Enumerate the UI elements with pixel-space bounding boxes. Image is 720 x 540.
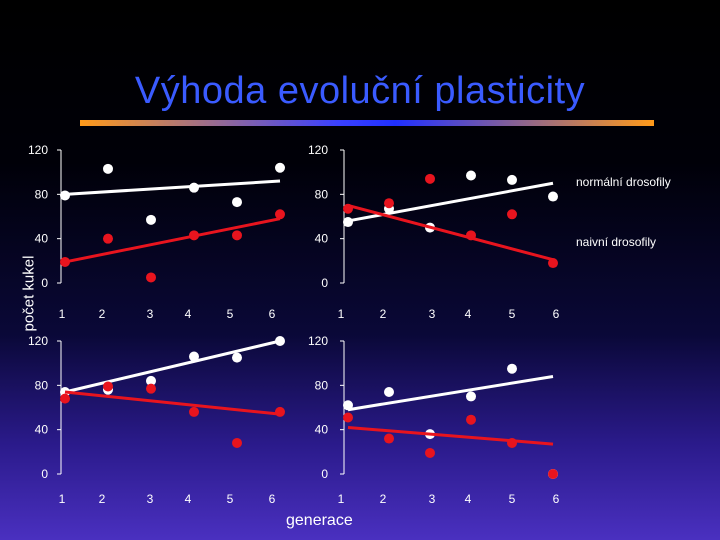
x-tick-label: 4 — [185, 492, 192, 506]
y-tick-label: 40 — [315, 423, 329, 437]
data-point-normal — [275, 162, 285, 173]
data-point-naive — [466, 414, 476, 425]
trend-line-normal — [64, 179, 281, 196]
trend-line-normal — [64, 339, 281, 394]
data-point-naive — [146, 383, 156, 394]
data-point-normal — [466, 391, 476, 402]
data-point-normal — [60, 190, 70, 201]
x-tick-label: 2 — [380, 492, 387, 506]
y-tick-label: 40 — [35, 232, 49, 246]
x-tick-label: 5 — [227, 492, 234, 506]
data-point-naive — [384, 433, 394, 444]
trend-line-normal — [347, 374, 554, 412]
y-tick-label: 0 — [41, 467, 48, 481]
data-point-naive — [103, 233, 113, 244]
x-tick-label: 6 — [553, 492, 560, 506]
data-point-naive — [60, 256, 70, 267]
y-tick-label: 80 — [315, 187, 329, 201]
data-point-naive — [507, 209, 517, 220]
data-point-normal — [507, 174, 517, 185]
data-point-naive — [466, 230, 476, 241]
x-tick-label: 1 — [59, 307, 66, 321]
data-point-normal — [146, 214, 156, 225]
trend-line-normal — [347, 181, 554, 223]
legend: normální drosofily naivní drosofily — [576, 175, 671, 249]
data-point-naive — [189, 230, 199, 241]
x-tick-label: 1 — [338, 492, 345, 506]
x-tick-label: 2 — [99, 492, 106, 506]
x-tick-label: 1 — [338, 307, 345, 321]
data-point-naive — [275, 406, 285, 417]
title-underline — [80, 120, 654, 126]
data-point-normal — [103, 163, 113, 174]
x-tick-label: 5 — [509, 307, 516, 321]
data-point-naive — [425, 173, 435, 184]
y-tick-label: 120 — [28, 334, 48, 348]
x-tick-label: 2 — [380, 307, 387, 321]
data-point-normal — [275, 336, 285, 346]
trend-line-naive — [64, 217, 281, 264]
x-tick-label: 4 — [465, 307, 472, 321]
x-tick-label: 6 — [269, 492, 276, 506]
y-tick-label: 80 — [35, 378, 49, 392]
data-point-normal — [507, 363, 517, 374]
x-tick-label: 3 — [429, 307, 436, 321]
y-tick-label: 0 — [321, 276, 328, 290]
data-point-naive — [103, 381, 113, 392]
data-point-naive — [384, 198, 394, 209]
y-tick-label: 120 — [308, 334, 328, 348]
y-tick-label: 80 — [315, 378, 329, 392]
y-tick-label: 0 — [41, 276, 48, 290]
data-point-normal — [232, 352, 242, 363]
data-point-naive — [232, 230, 242, 241]
data-point-naive — [146, 272, 156, 283]
data-point-normal — [189, 182, 199, 193]
y-tick-label: 80 — [35, 187, 49, 201]
trend-line-naive — [347, 203, 554, 262]
x-axis-label: generace — [286, 512, 353, 529]
data-point-naive — [548, 258, 558, 269]
data-point-naive — [343, 412, 353, 423]
data-point-normal — [548, 191, 558, 202]
data-point-naive — [425, 447, 435, 458]
data-point-naive — [343, 203, 353, 214]
data-point-naive — [232, 437, 242, 448]
trend-line-naive — [347, 425, 554, 446]
data-point-naive — [60, 393, 70, 404]
trend-line-naive — [64, 390, 281, 416]
x-tick-label: 5 — [509, 492, 516, 506]
data-point-naive — [548, 469, 558, 479]
x-tick-label: 6 — [269, 307, 276, 321]
x-tick-label: 5 — [227, 307, 234, 321]
x-tick-label: 4 — [465, 492, 472, 506]
data-point-normal — [146, 375, 156, 386]
data-point-naive — [275, 209, 285, 220]
y-tick-label: 40 — [35, 423, 49, 437]
x-tick-label: 1 — [59, 492, 66, 506]
x-tick-label: 4 — [185, 307, 192, 321]
x-tick-label: 3 — [147, 307, 154, 321]
slide-title: Výhoda evoluční plasticity — [134, 70, 586, 112]
data-point-normal — [343, 400, 353, 411]
y-tick-label: 40 — [315, 232, 329, 246]
x-tick-label: 2 — [99, 307, 106, 321]
legend-normal: normální drosofily — [576, 175, 671, 189]
y-tick-label: 120 — [28, 143, 48, 157]
data-point-normal — [343, 217, 353, 228]
x-tick-label: 6 — [553, 307, 560, 321]
data-point-normal — [466, 170, 476, 181]
x-tick-label: 3 — [147, 492, 154, 506]
x-tick-label: 3 — [429, 492, 436, 506]
data-point-normal — [189, 351, 199, 362]
legend-naive: naivní drosofily — [576, 235, 656, 249]
data-point-normal — [384, 386, 394, 397]
y-tick-label: 0 — [321, 467, 328, 481]
data-point-naive — [507, 437, 517, 448]
y-tick-label: 120 — [308, 143, 328, 157]
data-point-normal — [232, 197, 242, 208]
data-point-naive — [189, 406, 199, 417]
